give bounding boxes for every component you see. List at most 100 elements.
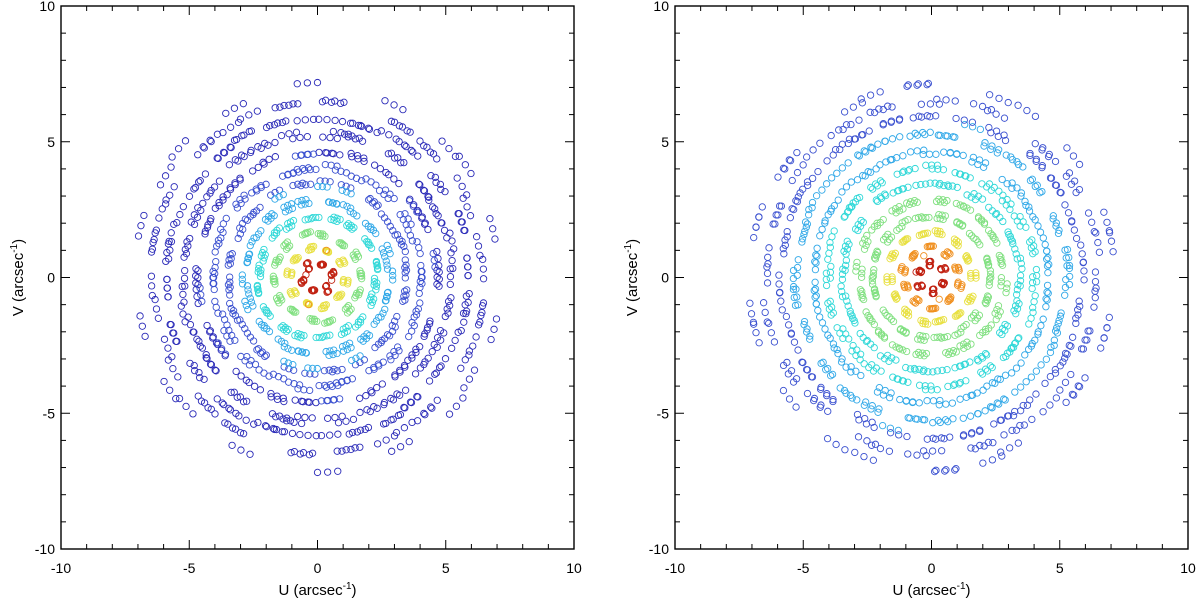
left-uv-point bbox=[246, 241, 254, 250]
left-uv-point bbox=[397, 159, 405, 167]
left-uv-point bbox=[294, 385, 302, 393]
right-uv-point bbox=[1031, 292, 1039, 300]
right-uv-point bbox=[839, 334, 847, 343]
left-uv-point bbox=[289, 169, 298, 177]
left-uv-point bbox=[181, 137, 190, 145]
left-uv-point bbox=[348, 428, 357, 437]
left-uv-point bbox=[427, 171, 435, 180]
left-uv-point bbox=[356, 121, 365, 130]
left-uv-point bbox=[243, 352, 251, 361]
left-uv-point bbox=[339, 275, 348, 284]
left-uv-point bbox=[170, 220, 178, 228]
right-uv-point bbox=[794, 193, 802, 201]
right-uv-point bbox=[997, 278, 1005, 286]
left-y-tick-label: -10 bbox=[35, 541, 55, 557]
right-uv-point bbox=[988, 403, 996, 412]
right-uv-point bbox=[1011, 302, 1020, 310]
right-uv-point bbox=[933, 214, 941, 223]
left-uv-point bbox=[308, 364, 317, 373]
right-uv-point bbox=[998, 325, 1007, 333]
right-uv-point bbox=[862, 398, 870, 406]
left-uv-point bbox=[265, 155, 273, 163]
right-uv-point bbox=[957, 328, 965, 336]
right-uv-point bbox=[1074, 311, 1082, 319]
right-uv-point bbox=[913, 198, 921, 206]
right-uv-point bbox=[840, 213, 848, 221]
left-uv-point bbox=[346, 119, 355, 127]
left-uv-point bbox=[280, 363, 288, 371]
left-uv-point bbox=[164, 293, 172, 301]
right-uv-point bbox=[930, 285, 938, 293]
left-uv-point bbox=[331, 116, 339, 125]
right-uv-point bbox=[844, 302, 852, 310]
right-uv-point bbox=[841, 266, 849, 275]
left-uv-point bbox=[345, 339, 354, 347]
right-uv-point bbox=[1038, 146, 1046, 154]
right-uv-point bbox=[858, 287, 866, 296]
right-uv-point bbox=[922, 161, 930, 169]
left-uv-point bbox=[181, 318, 189, 326]
left-uv-point bbox=[347, 184, 355, 192]
left-uv-point bbox=[284, 243, 292, 252]
right-uv-point bbox=[838, 188, 846, 196]
right-uv-point bbox=[885, 447, 894, 455]
left-uv-point bbox=[401, 363, 409, 371]
right-uv-point bbox=[895, 224, 903, 233]
right-uv-point bbox=[898, 238, 906, 246]
right-uv-point bbox=[883, 238, 892, 246]
right-uv-point bbox=[880, 355, 889, 363]
left-uv-point bbox=[335, 395, 344, 403]
left-uv-point bbox=[398, 237, 406, 246]
left-uv-point bbox=[290, 418, 298, 427]
left-uv-point bbox=[206, 328, 214, 336]
right-uv-point bbox=[898, 377, 907, 385]
right-uv-point bbox=[812, 292, 820, 300]
left-uv-point bbox=[304, 364, 312, 372]
right-uv-point bbox=[769, 220, 777, 228]
left-uv-point bbox=[245, 250, 253, 259]
right-uv-point bbox=[986, 270, 995, 278]
left-uv-point bbox=[464, 271, 472, 280]
left-uv-point bbox=[374, 264, 382, 273]
right-uv-point bbox=[927, 382, 935, 390]
left-uv-point bbox=[225, 256, 233, 264]
left-uv-point bbox=[226, 406, 235, 414]
left-uv-point bbox=[239, 430, 248, 438]
left-uv-point bbox=[333, 367, 341, 375]
right-axis-ticks bbox=[674, 5, 1189, 550]
left-uv-point bbox=[313, 317, 321, 326]
left-uv-point bbox=[222, 109, 230, 118]
left-uv-point bbox=[267, 389, 275, 398]
left-uv-point bbox=[463, 203, 471, 211]
left-uv-point bbox=[244, 305, 252, 314]
right-uv-point bbox=[978, 180, 986, 188]
right-uv-point bbox=[794, 346, 802, 354]
right-uv-point bbox=[962, 320, 970, 329]
left-uv-point bbox=[379, 249, 388, 257]
left-uv-point bbox=[176, 210, 184, 219]
right-uv-point bbox=[971, 309, 980, 317]
left-uv-point bbox=[400, 424, 409, 432]
left-uv-point bbox=[357, 315, 365, 324]
right-uv-point bbox=[1052, 222, 1060, 230]
left-uv-point bbox=[373, 128, 381, 137]
left-uv-point bbox=[487, 335, 495, 344]
right-uv-point bbox=[917, 113, 926, 121]
right-uv-point bbox=[1017, 359, 1025, 367]
left-uv-point bbox=[288, 291, 296, 299]
left-uv-point bbox=[281, 208, 290, 216]
right-uv-point bbox=[838, 275, 847, 284]
left-uv-point bbox=[410, 201, 418, 209]
right-uv-point bbox=[887, 389, 895, 397]
right-uv-point bbox=[1043, 262, 1052, 270]
right-uv-point bbox=[1026, 396, 1034, 404]
left-uv-point bbox=[261, 215, 270, 224]
right-uv-point bbox=[1006, 232, 1014, 241]
left-uv-point bbox=[245, 361, 254, 369]
left-uv-point bbox=[193, 213, 202, 221]
right-uv-point bbox=[1068, 390, 1077, 399]
right-uv-point bbox=[914, 296, 922, 304]
left-uv-point bbox=[271, 195, 279, 203]
right-uv-point bbox=[878, 421, 887, 430]
left-uv-point bbox=[199, 143, 207, 151]
